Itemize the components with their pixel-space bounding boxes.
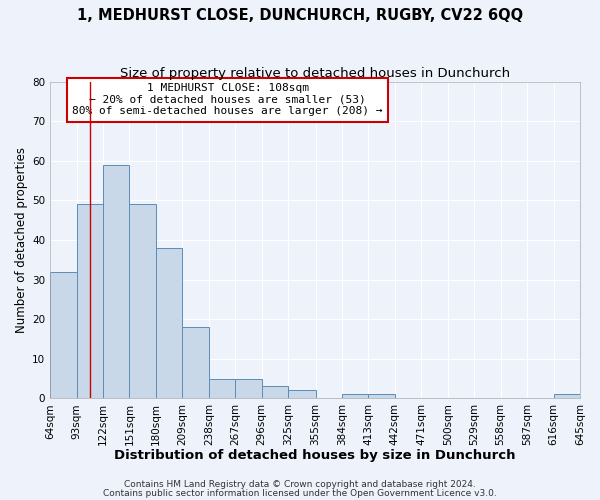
Bar: [50, 272, 77, 398]
Y-axis label: Number of detached properties: Number of detached properties: [15, 147, 28, 333]
Bar: [209, 378, 235, 398]
Bar: [77, 204, 103, 398]
Bar: [103, 165, 130, 398]
Title: Size of property relative to detached houses in Dunchurch: Size of property relative to detached ho…: [120, 68, 510, 80]
X-axis label: Distribution of detached houses by size in Dunchurch: Distribution of detached houses by size …: [115, 450, 516, 462]
Bar: [342, 394, 368, 398]
Bar: [262, 386, 288, 398]
Text: Contains public sector information licensed under the Open Government Licence v3: Contains public sector information licen…: [103, 488, 497, 498]
Text: 1 MEDHURST CLOSE: 108sqm
← 20% of detached houses are smaller (53)
80% of semi-d: 1 MEDHURST CLOSE: 108sqm ← 20% of detach…: [73, 84, 383, 116]
Bar: [235, 378, 262, 398]
Text: Contains HM Land Registry data © Crown copyright and database right 2024.: Contains HM Land Registry data © Crown c…: [124, 480, 476, 489]
Bar: [554, 394, 580, 398]
Bar: [182, 327, 209, 398]
Bar: [288, 390, 316, 398]
Bar: [156, 248, 182, 398]
Text: 1, MEDHURST CLOSE, DUNCHURCH, RUGBY, CV22 6QQ: 1, MEDHURST CLOSE, DUNCHURCH, RUGBY, CV2…: [77, 8, 523, 22]
Bar: [130, 204, 156, 398]
Bar: [368, 394, 395, 398]
